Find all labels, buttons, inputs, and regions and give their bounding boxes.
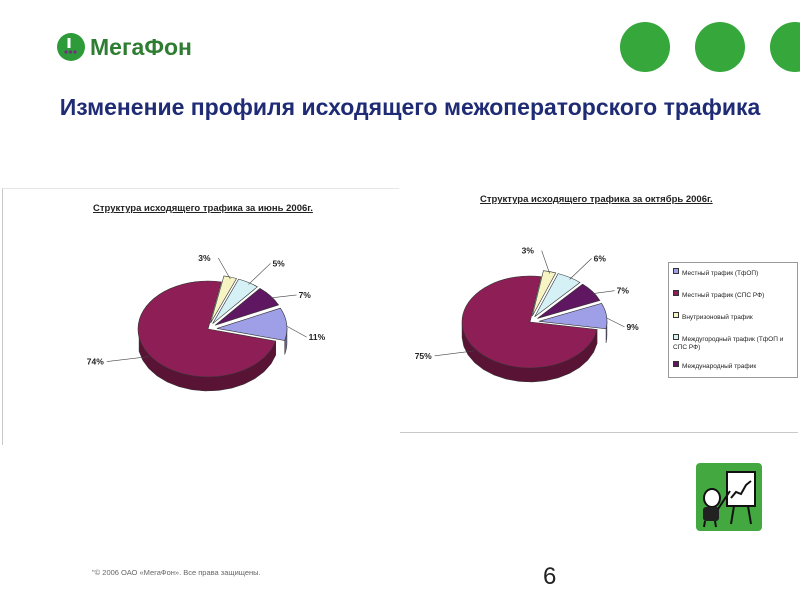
data-label: 74% — [87, 357, 104, 367]
legend-swatch — [673, 268, 679, 274]
presenter-clipart — [696, 463, 762, 531]
legend-item: Междугородный трафик (ТфОП и СПС РФ) — [673, 334, 795, 352]
chart-june: Структура исходящего трафика за июнь 200… — [2, 188, 399, 445]
data-label: 11% — [309, 332, 326, 342]
legend-label: Местный трафик (СПС РФ) — [682, 292, 765, 299]
legend-item: Местный трафик (ТфОП) — [673, 268, 795, 278]
pie-chart-june: 11% 74% 3% 5% 7% — [87, 253, 326, 392]
pie-slice — [137, 280, 277, 378]
legend-label: Международный трафик — [682, 363, 757, 370]
legend-swatch — [673, 290, 679, 296]
chart-legend: Местный трафик (ТфОП) Местный трафик (СП… — [668, 262, 798, 378]
chart-title: Структура исходящего трафика за июнь 200… — [93, 203, 313, 214]
logo-text: МегаФон — [90, 34, 192, 60]
data-label: 3% — [522, 246, 535, 256]
data-label: 5% — [272, 258, 285, 268]
chart-title: Структура исходящего трафика за октябрь … — [480, 194, 713, 205]
footer-copyright: "© 2006 ОАО «МегаФон». Все права защищен… — [92, 568, 261, 577]
legend-swatch — [673, 312, 679, 318]
megafon-logo-icon — [57, 33, 85, 61]
page-number: 6 — [543, 563, 557, 590]
leader-line — [569, 258, 592, 280]
slide-title: Изменение профиля исходящего межоператор… — [59, 94, 761, 120]
legend-label: Междугородный трафик (ТфОП и СПС РФ) — [673, 336, 784, 351]
legend-swatch — [673, 361, 679, 367]
data-label: 9% — [626, 322, 639, 332]
pie-slice — [216, 307, 288, 341]
leader-line — [218, 257, 231, 280]
leader-line — [248, 263, 271, 285]
pie-slice — [537, 283, 601, 319]
leader-line — [592, 290, 615, 294]
data-label: 75% — [415, 351, 432, 361]
leader-line — [106, 356, 149, 362]
legend-label: Местный трафик (ТфОП) — [682, 270, 759, 277]
pie-slice — [538, 302, 608, 330]
data-label: 6% — [594, 253, 607, 263]
legend-item: Внутризоновый трафик — [673, 312, 795, 322]
pie-slice — [210, 275, 237, 324]
decor-circle — [770, 22, 800, 72]
data-label: 7% — [299, 290, 312, 300]
data-label: 3% — [198, 253, 211, 263]
legend-swatch — [673, 334, 679, 340]
leader-line — [270, 294, 297, 299]
pie-slice — [212, 278, 258, 324]
decor-circle — [695, 22, 745, 72]
legend-label: Внутризоновый трафик — [682, 314, 753, 321]
pie-slice — [534, 273, 581, 318]
pie-slice — [461, 275, 598, 369]
pie-slice — [214, 287, 280, 326]
legend-item: Местный трафик (СПС РФ) — [673, 290, 795, 300]
pie-chart-october: 9% 75% 3% 6% 7% — [415, 246, 639, 383]
legend-item: Международный трафик — [673, 361, 795, 371]
leader-line — [434, 350, 475, 357]
pie-slice — [532, 270, 557, 317]
data-label: 7% — [617, 286, 630, 296]
leader-line — [286, 325, 307, 338]
chart-october: Структура исходящего трафика за октябрь … — [400, 182, 798, 433]
decor-circle — [620, 22, 670, 72]
leader-line — [606, 317, 625, 328]
presenter-icon — [696, 463, 762, 531]
leader-line — [541, 250, 550, 274]
